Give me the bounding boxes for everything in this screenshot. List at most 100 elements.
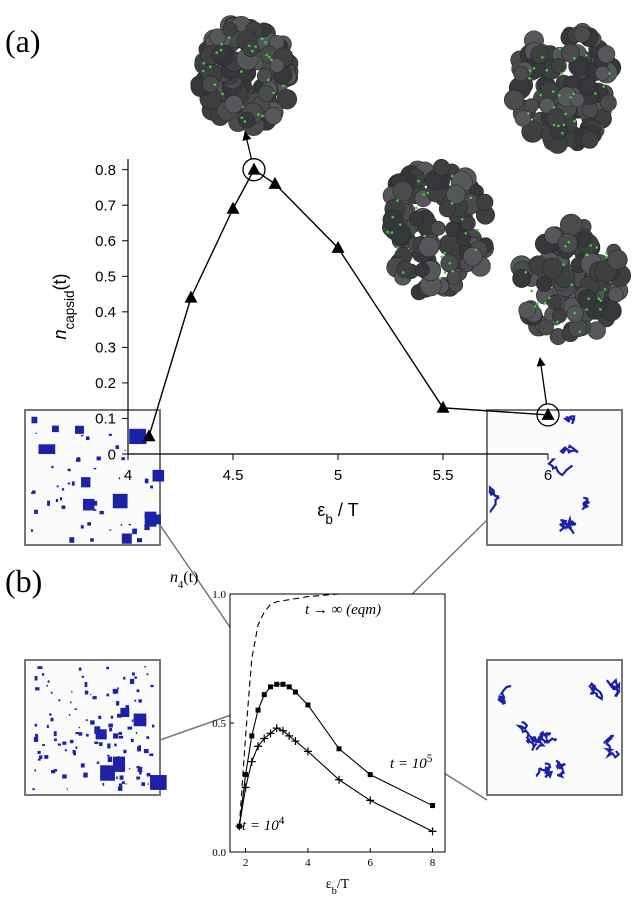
cluster — [67, 468, 71, 472]
cluster — [46, 685, 49, 687]
bead-site — [587, 297, 590, 301]
cluster — [99, 742, 103, 746]
bead-site — [281, 84, 285, 88]
bead-site — [562, 123, 566, 127]
bead-site — [213, 83, 217, 86]
strand — [488, 485, 501, 513]
bead-site — [573, 311, 576, 315]
cluster — [149, 753, 154, 757]
cluster — [34, 769, 36, 772]
x-tick-label: 4 — [124, 467, 132, 484]
cluster — [121, 457, 125, 461]
bead — [209, 28, 227, 46]
strand — [497, 685, 512, 705]
cluster — [125, 705, 129, 709]
bead-site — [261, 37, 264, 41]
bead-site — [464, 231, 468, 235]
bead — [550, 58, 567, 74]
cluster — [144, 666, 147, 668]
cluster — [73, 751, 76, 756]
bead — [455, 230, 471, 246]
bead-site — [220, 42, 223, 46]
cluster — [112, 493, 128, 509]
bead-site — [573, 56, 576, 60]
bead-site — [401, 271, 405, 274]
cluster — [75, 458, 81, 462]
cluster — [143, 749, 149, 754]
cluster — [31, 416, 38, 424]
strand — [559, 518, 573, 531]
bead-site — [221, 92, 224, 96]
cluster — [58, 699, 61, 702]
cluster — [32, 788, 35, 791]
cluster — [81, 434, 84, 437]
cluster — [69, 537, 75, 543]
cluster — [37, 666, 43, 669]
cluster — [66, 788, 68, 790]
bead-site — [533, 305, 537, 308]
label: εb/T — [326, 877, 350, 897]
cluster — [123, 749, 127, 754]
cluster — [125, 783, 127, 785]
bead — [503, 89, 525, 111]
bead — [546, 294, 562, 310]
cluster — [123, 676, 126, 680]
bead-site — [528, 76, 531, 80]
bead-site — [595, 246, 599, 249]
label-part: (t) — [183, 569, 198, 586]
bead-site — [265, 53, 268, 57]
bead — [540, 81, 560, 101]
series-line — [238, 683, 433, 827]
cluster — [47, 500, 50, 506]
bead-site — [450, 174, 454, 178]
bead-site — [423, 234, 426, 238]
cluster — [136, 538, 143, 543]
label: t = 105 — [390, 753, 433, 772]
point — [142, 429, 156, 442]
cluster — [39, 755, 43, 759]
bead-site — [414, 206, 418, 210]
point — [278, 726, 287, 735]
cluster — [118, 735, 124, 739]
cluster — [119, 775, 124, 780]
bead-site — [443, 251, 446, 255]
bead — [557, 233, 578, 254]
cluster — [141, 782, 145, 787]
bead — [576, 231, 592, 247]
point — [336, 746, 342, 752]
bead-site — [543, 301, 547, 305]
strand — [559, 444, 579, 455]
bead-site — [254, 45, 257, 48]
bead-site — [202, 61, 206, 65]
strand — [535, 762, 554, 779]
bead — [597, 45, 616, 64]
cluster — [109, 727, 113, 732]
cluster — [95, 729, 107, 740]
cluster — [120, 707, 130, 718]
cluster — [93, 509, 97, 511]
x-tick-label: 2 — [243, 857, 249, 869]
bead-site — [208, 65, 212, 69]
cluster — [51, 465, 54, 469]
point — [260, 734, 269, 743]
cluster — [90, 720, 95, 725]
bead-site — [604, 251, 608, 255]
bead-site — [451, 269, 454, 273]
bead-site — [557, 124, 560, 128]
point — [286, 684, 292, 690]
bead-site — [552, 90, 555, 93]
cluster — [90, 538, 94, 542]
cluster — [135, 732, 138, 735]
cluster — [144, 524, 150, 531]
bead-site — [270, 58, 273, 62]
capsid-image — [190, 15, 299, 136]
cluster — [41, 673, 45, 676]
y-tick-label: 0.4 — [95, 304, 116, 321]
point — [243, 772, 249, 778]
cluster — [114, 690, 117, 695]
cluster — [152, 469, 165, 482]
capsid-image — [510, 213, 632, 346]
bead — [224, 95, 244, 114]
cluster — [139, 770, 142, 775]
point — [367, 772, 373, 778]
